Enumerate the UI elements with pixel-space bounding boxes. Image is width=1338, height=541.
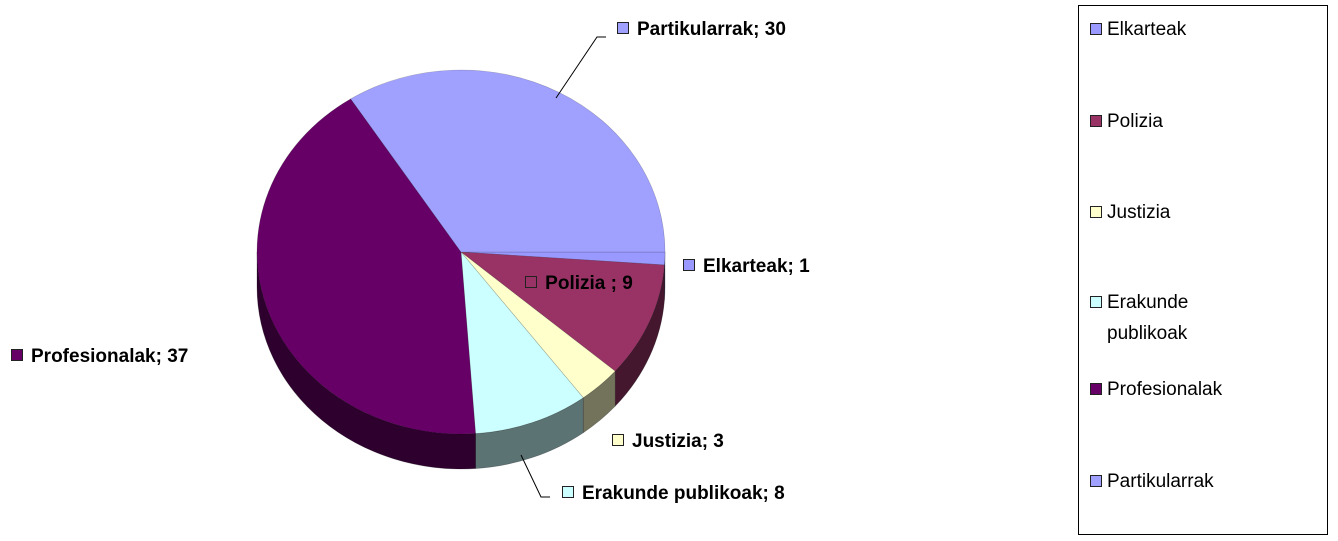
label-swatch (617, 22, 629, 34)
legend: Elkarteak Polizia Justizia Erakunde publiko… (1078, 5, 1328, 535)
legend-label: Profesionalak (1107, 379, 1223, 400)
data-label-text: Erakunde publikoak; 8 (582, 483, 785, 504)
label-swatch (11, 349, 23, 361)
legend-entry: Polizia (1090, 106, 1307, 137)
legend-swatch (1090, 23, 1102, 35)
legend-entry: Elkarteak (1090, 14, 1307, 45)
legend-label: Erakunde publikoak (1107, 292, 1189, 344)
slice (256, 98, 476, 435)
data-label-text: Elkarteak; 1 (703, 256, 810, 277)
data-label-text: Justizia; 3 (632, 431, 724, 452)
data-label: Erakunde publikoak; 8 (562, 478, 785, 509)
data-label: Profesionalak; 37 (11, 341, 188, 372)
slice (460, 251, 665, 372)
data-label: Polizia ; 9 (520, 268, 638, 299)
label-swatch (612, 434, 624, 446)
legend-swatch (1090, 383, 1102, 395)
legend-swatch (1090, 115, 1102, 127)
data-label: Elkarteak; 1 (683, 251, 810, 282)
data-label: Partikularrak; 30 (617, 14, 786, 45)
slice (350, 69, 666, 253)
data-label-text: Polizia ; 9 (545, 273, 633, 294)
chart (256, 36, 666, 498)
legend-label: Elkarteak (1107, 19, 1187, 40)
label-swatch (525, 276, 538, 288)
legend-entry: Profesionalak (1090, 374, 1307, 405)
legend-entry: Erakunde publikoak (1090, 287, 1217, 349)
data-label: Justizia; 3 (612, 426, 724, 457)
slice (460, 251, 616, 399)
label-swatch (683, 259, 695, 271)
data-label-text: Partikularrak; 30 (637, 19, 786, 40)
legend-entry: Justizia (1090, 197, 1307, 228)
label-swatch (562, 486, 574, 498)
legend-label: Polizia (1107, 111, 1163, 132)
legend-swatch (1090, 206, 1102, 218)
legend-entry: Partikularrak (1090, 466, 1307, 497)
slice (460, 251, 666, 266)
leader-line (555, 36, 606, 99)
legend-label: Justizia (1107, 202, 1171, 223)
leader-line (520, 454, 550, 498)
slice (460, 251, 584, 434)
legend-swatch (1090, 475, 1102, 487)
data-label-text: Profesionalak; 37 (31, 346, 189, 367)
legend-label: Partikularrak (1107, 471, 1214, 492)
legend-swatch (1090, 296, 1102, 308)
